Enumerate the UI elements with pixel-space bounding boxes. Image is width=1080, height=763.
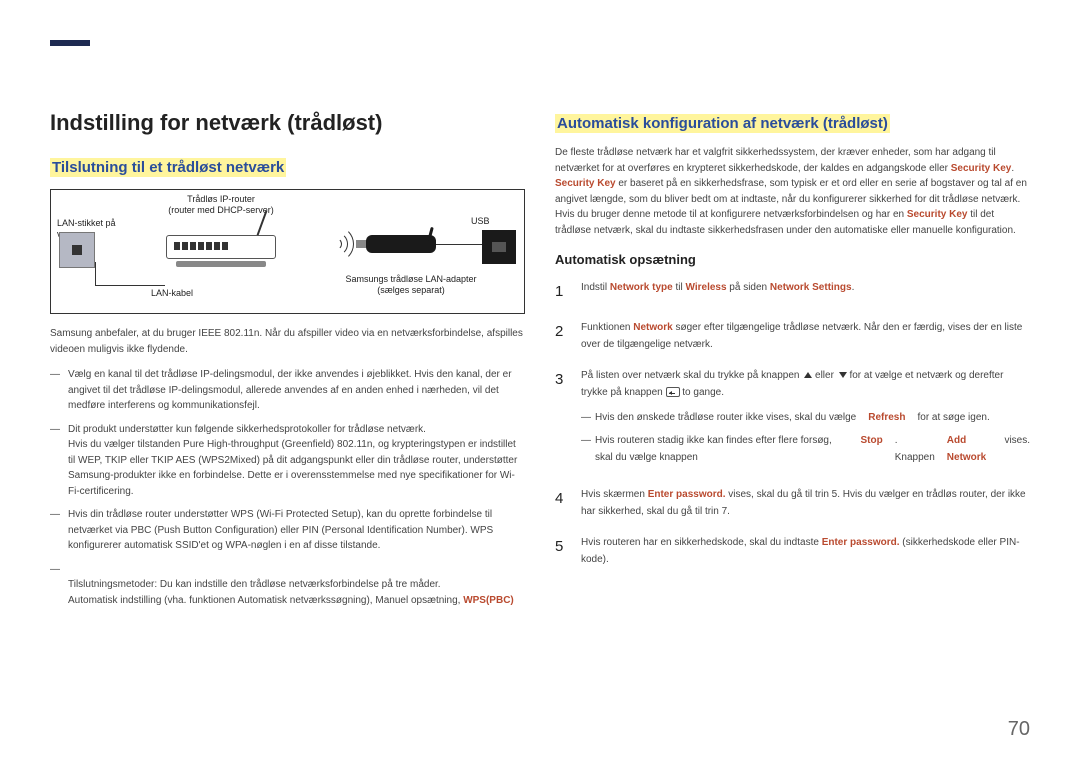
step-text: På listen over netværk skal du trykke på… <box>581 367 1030 472</box>
step-number: 1 <box>555 279 569 305</box>
step-sublist: Hvis den ønskede trådløse router ikke vi… <box>581 409 1030 466</box>
keyword-securitykey: Security Key <box>951 163 1012 174</box>
enter-key-icon <box>666 387 680 397</box>
keyword-networksettings: Network Settings <box>770 282 852 293</box>
note-item: Hvis din trådløse router understøtter WP… <box>50 507 525 554</box>
router-icon <box>166 235 276 267</box>
note-text: Tilslutningsmetoder: Du kan indstille de… <box>68 579 463 606</box>
wifi-signal-icon <box>316 224 356 264</box>
step-text: Indstil Network type til Wireless på sid… <box>581 279 1030 305</box>
router-label: Trådløs IP-router (router med DHCP-serve… <box>166 194 276 216</box>
two-column-layout: Indstilling for netværk (trådløst) Tilsl… <box>50 110 1030 616</box>
step-text: Funktionen Network søger efter tilgængel… <box>581 319 1030 353</box>
keyword-enterpassword: Enter password. <box>822 537 900 548</box>
page-number: 70 <box>1008 718 1030 741</box>
header-accent-bar <box>50 40 90 46</box>
step-number: 5 <box>555 534 569 568</box>
keyword-addnetwork: Add Network <box>947 432 993 466</box>
step-item: 4 Hvis skærmen Enter password. vises, sk… <box>555 486 1030 520</box>
lan-adapter-icon <box>366 235 436 253</box>
wireless-diagram: Trådløs IP-router (router med DHCP-serve… <box>50 189 525 314</box>
usb-cable-line <box>436 244 486 245</box>
down-arrow-icon <box>837 370 847 380</box>
steps-list: 1 Indstil Network type til Wireless på s… <box>555 279 1030 568</box>
manual-page: Indstilling for netværk (trådløst) Tilsl… <box>0 0 1080 763</box>
step-number: 2 <box>555 319 569 353</box>
note-item: Dit produkt understøtter kun følgende si… <box>50 422 525 500</box>
substep-item: Hvis den ønskede trådløse router ikke vi… <box>581 409 1030 426</box>
keyword-enterpassword: Enter password. <box>648 489 726 500</box>
adapter-subtitle: (sælges separat) <box>377 285 445 295</box>
keyword-refresh: Refresh <box>868 409 905 426</box>
intro-text: De fleste trådløse netværk har et valgfr… <box>555 147 996 174</box>
router-subtitle: (router med DHCP-server) <box>168 205 274 215</box>
note-item: Tilslutningsmetoder: Du kan indstille de… <box>50 562 525 609</box>
substep-item: Hvis routeren stadig ikke kan findes eft… <box>581 432 1030 466</box>
up-arrow-icon <box>802 370 812 380</box>
keyword-wireless: Wireless <box>685 282 726 293</box>
intro-paragraph: Samsung anbefaler, at du bruger IEEE 802… <box>50 326 525 357</box>
step-item: 2 Funktionen Network søger efter tilgæng… <box>555 319 1030 353</box>
subsection-heading: Automatisk opsætning <box>555 252 1030 267</box>
section-heading-autoconfig: Automatisk konfiguration af netværk (trå… <box>555 114 890 133</box>
right-column: Automatisk konfiguration af netværk (trå… <box>555 110 1030 616</box>
step-item: 3 På listen over netværk skal du trykke … <box>555 367 1030 472</box>
step-number: 4 <box>555 486 569 520</box>
step-text: Hvis routeren har en sikkerhedskode, ska… <box>581 534 1030 568</box>
lan-cable-line <box>95 262 165 286</box>
step-number: 3 <box>555 367 569 472</box>
keyword-stop: Stop <box>861 432 883 466</box>
adapter-title: Samsungs trådløse LAN-adapter <box>345 274 476 284</box>
left-column: Indstilling for netværk (trådløst) Tilsl… <box>50 110 525 616</box>
page-title: Indstilling for netværk (trådløst) <box>50 110 525 136</box>
adapter-label: Samsungs trådløse LAN-adapter (sælges se… <box>331 274 491 296</box>
section-heading-connection: Tilslutning til et trådløst netværk <box>50 158 286 177</box>
keyword-securitykey: Security Key <box>907 209 968 220</box>
step-item: 5 Hvis routeren har en sikkerhedskode, s… <box>555 534 1030 568</box>
keyword-network: Network <box>633 322 672 333</box>
keyword-wpspbc: WPS(PBC) <box>463 595 514 606</box>
keyword-networktype: Network type <box>610 282 673 293</box>
tv-usb-port-icon <box>482 230 516 264</box>
wall-jack-icon <box>59 232 95 268</box>
intro-text: . <box>1011 163 1014 174</box>
router-title: Trådløs IP-router <box>187 194 255 204</box>
note-item: Vælg en kanal til det trådløse IP-deling… <box>50 367 525 414</box>
usb-label: USB <box>471 216 490 227</box>
step-item: 1 Indstil Network type til Wireless på s… <box>555 279 1030 305</box>
autoconfig-intro: De fleste trådløse netværk har et valgfr… <box>555 145 1030 238</box>
step-text: Hvis skærmen Enter password. vises, skal… <box>581 486 1030 520</box>
notes-list: Vælg en kanal til det trådløse IP-deling… <box>50 367 525 608</box>
lan-cable-label: LAN-kabel <box>151 288 193 299</box>
keyword-securitykey: Security Key <box>555 178 616 189</box>
